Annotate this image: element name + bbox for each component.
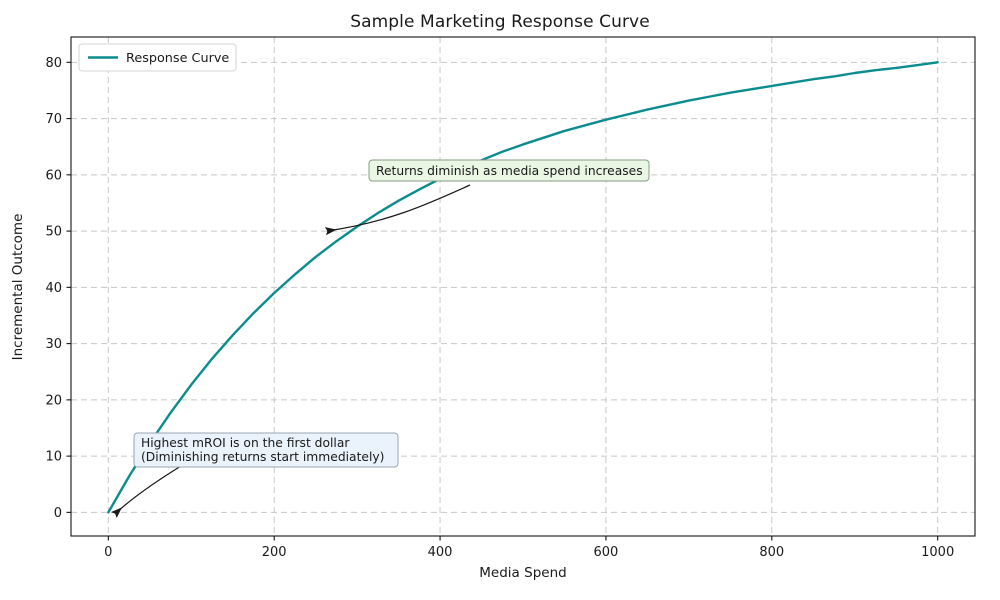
legend-box: [78, 43, 237, 72]
y-tick-label: 0: [54, 506, 62, 521]
y-tick-label: 50: [45, 225, 62, 240]
y-axis-tick-labels: 0 10 20 30 40 50 60 70 80: [45, 56, 62, 521]
y-tick-label: 40: [45, 281, 62, 296]
x-tick-label: 800: [759, 545, 784, 560]
x-tick-label: 1000: [921, 545, 954, 560]
annotation-highest-mroi-box: [133, 432, 399, 468]
axes-spines: [70, 36, 976, 537]
y-tick-label: 30: [45, 337, 62, 352]
y-axis-title: Incremental Outcome: [10, 214, 26, 361]
legend-label-response-curve: Response Curve: [126, 51, 229, 66]
annotation-diminishing-returns-line-1: Returns diminish as media spend increase…: [376, 164, 643, 178]
x-tick-label: 0: [104, 545, 112, 560]
x-tick-label: 600: [594, 545, 619, 560]
x-axis-ticks: [107, 536, 939, 541]
x-tick-label: 200: [262, 545, 287, 560]
x-axis-tick-labels: 0 200 400 600 800 1000: [104, 545, 954, 560]
y-tick-label: 70: [45, 112, 62, 127]
series-line-response-curve: [107, 61, 939, 514]
annotation-diminishing-returns: Returns diminish as media spend increase…: [368, 159, 650, 182]
legend[interactable]: Response Curve: [78, 43, 237, 72]
annotation-highest-mroi-line-2: (Diminishing returns start immediately): [141, 450, 384, 464]
y-tick-label: 10: [45, 450, 62, 465]
y-tick-label: 20: [45, 393, 62, 408]
annotation-highest-mroi: Highest mROI is on the first dollar (Dim…: [133, 432, 399, 468]
x-tick-label: 400: [428, 545, 453, 560]
page-title: Sample Marketing Response Curve: [350, 12, 650, 32]
y-tick-label: 60: [45, 168, 62, 183]
annotation-arrow-diminishing-returns: [325, 184, 471, 235]
x-axis-title: Media Spend: [479, 565, 566, 581]
annotation-arrow-highest-mroi: [111, 465, 182, 518]
y-axis-ticks: [66, 61, 71, 513]
annotation-diminishing-returns-box: [368, 159, 650, 182]
annotation-highest-mroi-line-1: Highest mROI is on the first dollar: [141, 436, 350, 450]
y-tick-label: 80: [45, 56, 62, 71]
data-series-layer: [107, 61, 939, 514]
